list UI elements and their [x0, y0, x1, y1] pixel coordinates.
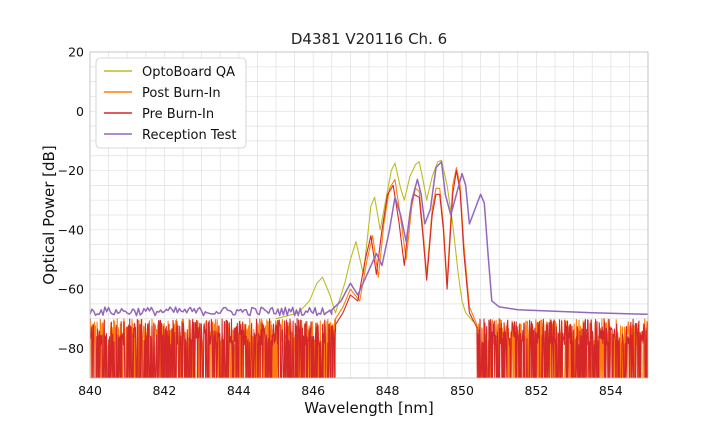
- x-tick-label: 840: [78, 383, 102, 398]
- x-tick-label: 854: [599, 383, 623, 398]
- y-tick-label: −60: [58, 282, 84, 297]
- legend: OptoBoard QA Post Burn-In Pre Burn-In Re…: [95, 57, 247, 149]
- series-line-pre-burn-in: [90, 169, 648, 378]
- chart-title: D4381 V20116 Ch. 6: [291, 30, 447, 48]
- y-tick-label: −20: [58, 163, 84, 178]
- series-line-reception-test: [90, 160, 648, 317]
- legend-label-reception-test: Reception Test: [142, 128, 236, 143]
- x-tick-label: 848: [376, 383, 400, 398]
- x-tick-label: 850: [450, 383, 474, 398]
- ticks: 840 842 844 846 848 850 852 854 20 0 −20 −40 −60 −80: [58, 45, 623, 399]
- y-axis-title: Optical Power [dB]: [40, 145, 58, 284]
- x-tick-label: 846: [301, 383, 325, 398]
- legend-label-post-burn-in: Post Burn-In: [142, 86, 221, 101]
- x-tick-label: 842: [152, 383, 176, 398]
- x-axis-title: Wavelength [nm]: [304, 399, 434, 417]
- series-layer: [90, 159, 648, 378]
- plot-border: [89, 51, 649, 379]
- legend-box: [95, 57, 247, 149]
- series-line-optoboard-qa: [275, 159, 474, 323]
- y-tick-label: −80: [58, 341, 84, 356]
- x-tick-label: 852: [524, 383, 548, 398]
- y-tick-label: −40: [58, 222, 84, 237]
- y-tick-label: 0: [76, 104, 84, 119]
- y-tick-label: 20: [68, 45, 84, 60]
- legend-label-pre-burn-in: Pre Burn-In: [142, 107, 214, 122]
- x-tick-label: 844: [227, 383, 251, 398]
- legend-label-optoboard-qa: OptoBoard QA: [142, 65, 235, 80]
